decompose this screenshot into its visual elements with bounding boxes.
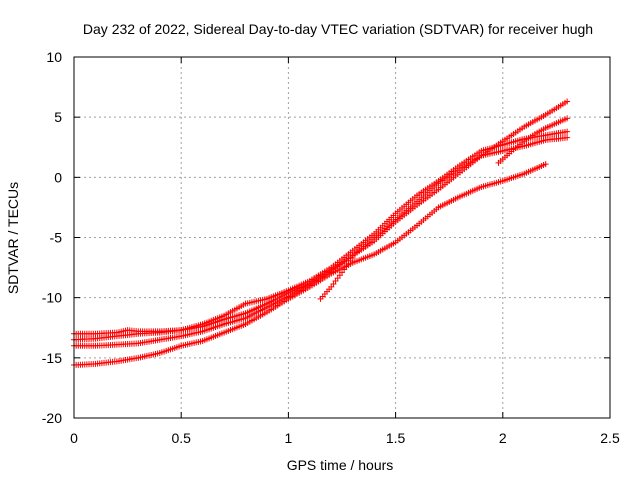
x-tick-label: 1 [285, 430, 293, 446]
x-tick-label: 2.5 [600, 430, 620, 446]
y-tick-label: -15 [42, 350, 62, 366]
y-tick-label: 0 [54, 169, 62, 185]
y-tick-label: 5 [54, 109, 62, 125]
plus-marker [564, 115, 571, 122]
plus-marker [564, 134, 571, 141]
series-4 [71, 161, 549, 369]
y-tick-label: -10 [42, 290, 62, 306]
x-tick-label: 2 [499, 430, 507, 446]
y-tick-label: -20 [42, 410, 62, 426]
plus-marker [349, 254, 356, 261]
chart-title: Day 232 of 2022, Sidereal Day-to-day VTE… [83, 21, 593, 37]
series-2 [71, 128, 571, 343]
x-tick-label: 0.5 [171, 430, 191, 446]
y-tick-label: -5 [50, 230, 63, 246]
grid [74, 57, 610, 418]
plot-frame [73, 56, 611, 419]
x-axis-label: GPS time / hours [287, 457, 394, 473]
data-points [71, 98, 571, 369]
series-3 [71, 134, 571, 349]
y-tick-labels: -20 -15 -10 -5 0 5 10 [42, 49, 62, 426]
x-tick-label: 1.5 [386, 430, 406, 446]
x-tick-labels: 0 0.5 1 1.5 2 2.5 [70, 430, 620, 446]
plus-marker [542, 161, 549, 168]
series-6 [495, 115, 571, 166]
plus-marker [564, 98, 571, 105]
y-axis-label: SDTVAR / TECUs [5, 182, 21, 294]
x-tick-label: 0 [70, 430, 78, 446]
series-5 [317, 254, 356, 302]
y-tick-label: 10 [46, 49, 62, 65]
plus-marker [564, 128, 571, 135]
